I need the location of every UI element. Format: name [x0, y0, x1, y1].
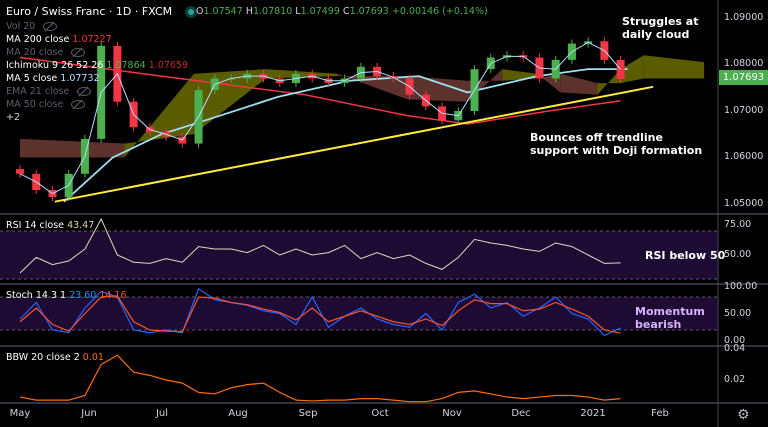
- eye-slash-icon[interactable]: [71, 100, 86, 109]
- candle: [16, 169, 24, 174]
- time-tick: Sep: [298, 408, 318, 419]
- bbw-tick: 0.02: [724, 374, 746, 385]
- legend-ema21[interactable]: EMA 21 close: [6, 85, 188, 98]
- ichimoku-cloud-segment: [560, 73, 598, 95]
- legend-ma50[interactable]: MA 50 close: [6, 98, 188, 111]
- ichimoku-cloud-segment: [124, 73, 194, 158]
- legend-vol[interactable]: Vol 20: [6, 20, 188, 33]
- rsi-tick: 50.00: [724, 249, 752, 260]
- legend-ma5[interactable]: MA 5 close 1.07732: [6, 73, 100, 84]
- annotation-trendline: Bounces off trendline support with Doji f…: [530, 131, 703, 157]
- time-tick: Nov: [442, 408, 462, 419]
- ichimoku-cloud-segment: [643, 55, 705, 79]
- time-tick: Oct: [371, 408, 389, 419]
- annotation-stoch: Momentum bearish: [635, 305, 705, 331]
- annotation-rsi: RSI below 50: [645, 249, 726, 262]
- eye-slash-icon[interactable]: [43, 22, 58, 31]
- ichimoku-cloud-segment: [620, 55, 644, 84]
- symbol-title-text: Euro / Swiss Franc · 1D · FXCM: [6, 5, 173, 18]
- eye-slash-icon[interactable]: [71, 48, 86, 57]
- price-tick: 1.05000: [724, 198, 764, 209]
- stoch-tick: 100.00: [724, 281, 758, 292]
- time-tick: Feb: [651, 408, 669, 419]
- ichimoku-cloud-segment: [502, 69, 538, 81]
- legend-stoch[interactable]: Stoch 14 3 1 23.60 14.16: [6, 290, 127, 301]
- bbw-tick: 0.04: [724, 343, 746, 354]
- time-tick: 2021: [580, 408, 606, 419]
- annotation-cloud: Struggles at daily cloud: [622, 15, 699, 41]
- stoch-tick: 50.00: [724, 308, 752, 319]
- time-tick: Aug: [228, 408, 248, 419]
- price-tick: 1.07000: [724, 105, 764, 116]
- trendline: [54, 85, 654, 203]
- time-tick: Jun: [81, 408, 97, 419]
- legend-ma200[interactable]: MA 200 close 1.07227: [6, 34, 112, 45]
- rsi-tick: 75.00: [724, 219, 752, 230]
- legend-rsi[interactable]: RSI 14 close 43.47: [6, 220, 95, 231]
- legend-ichimoku[interactable]: Ichimoku 9 26 52 26 1.07864 1.07659: [6, 60, 189, 71]
- bbw-line: [19, 354, 621, 403]
- market-status-icon: [187, 9, 194, 15]
- rsi-line: [19, 217, 621, 274]
- eye-slash-icon[interactable]: [77, 87, 92, 96]
- legend-bbw[interactable]: BBW 20 close 2 0.01: [6, 352, 104, 363]
- ma5-line: [19, 41, 621, 195]
- indicator-legend: Vol 20 MA 200 close 1.07227 MA 20 close …: [6, 20, 188, 124]
- symbol-title[interactable]: Euro / Swiss Franc · 1D · FXCM: [6, 5, 194, 18]
- legend-ma20[interactable]: MA 20 close: [6, 46, 188, 59]
- stoch-d-line: [19, 295, 621, 334]
- ichimoku-cloud-segment: [537, 73, 561, 93]
- ichimoku-cloud-segment: [597, 69, 621, 95]
- ichimoku-cloud-segment: [467, 69, 503, 102]
- stoch-tick: 0.00: [724, 335, 746, 346]
- price-tick: 1.06000: [724, 151, 764, 162]
- ichimoku-cloud-segment: [20, 138, 125, 158]
- time-tick: Dec: [511, 408, 531, 419]
- current-price-tag: 1.07693: [719, 70, 768, 85]
- time-tick: Jul: [155, 408, 169, 419]
- stoch-k-line: [19, 287, 621, 337]
- ichimoku-cloud-segment: [265, 69, 338, 79]
- settings-gear-icon[interactable]: ⚙: [737, 407, 750, 423]
- price-tick: 1.08000: [724, 58, 764, 69]
- ma200-line: [19, 56, 621, 125]
- time-tick: May: [9, 408, 31, 419]
- price-tick: 1.09000: [724, 12, 764, 23]
- ohlc-readout: O1.07547 H1.07810 L1.07499 C1.07693 +0.0…: [196, 6, 488, 17]
- legend-more[interactable]: +2: [6, 112, 21, 123]
- rsi-band: [0, 231, 718, 279]
